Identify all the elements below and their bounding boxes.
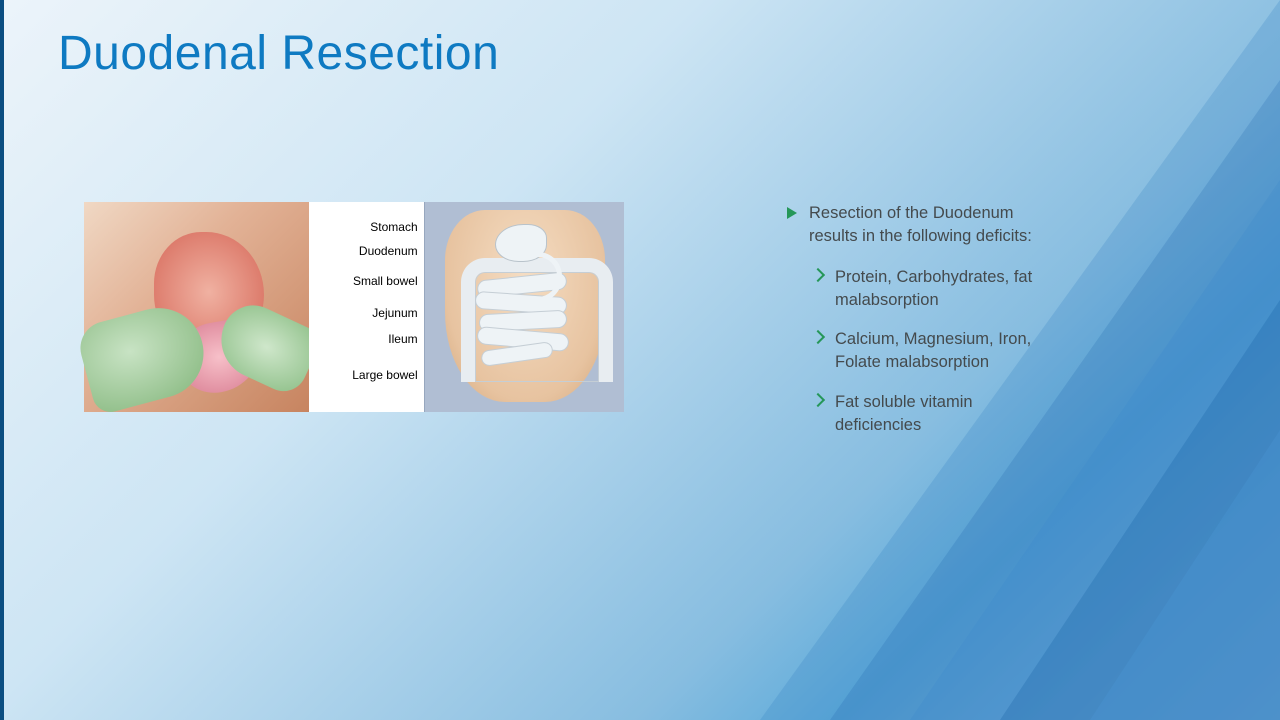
left-accent-bar: [0, 0, 4, 720]
label-small-bowel: Small bowel: [353, 274, 418, 288]
slide: Duodenal Resection Stomach Duodenum Smal…: [0, 0, 1280, 720]
anatomy-diagram: Stomach Duodenum Small bowel Jejunum Ile…: [309, 202, 624, 412]
diagram-label-column: Stomach Duodenum Small bowel Jejunum Ile…: [309, 202, 424, 412]
diagram-anatomy-column: [424, 202, 624, 412]
surgery-illustration: [84, 202, 309, 412]
slide-title: Duodenal Resection: [58, 26, 499, 81]
label-large-bowel: Large bowel: [352, 368, 417, 382]
label-ileum: Ileum: [388, 332, 417, 346]
label-duodenum: Duodenum: [359, 244, 418, 258]
bullet-sub: Fat soluble vitamin deficiencies: [813, 391, 1037, 437]
label-stomach: Stomach: [370, 220, 417, 234]
image-panel: Stomach Duodenum Small bowel Jejunum Ile…: [84, 202, 624, 412]
label-jejunum: Jejunum: [372, 306, 417, 320]
bullet-sub: Protein, Carbohydrates, fat malabsorptio…: [813, 266, 1037, 312]
bullet-main: Resection of the Duodenum results in the…: [787, 202, 1037, 248]
bullet-sub: Calcium, Magnesium, Iron, Folate malabso…: [813, 328, 1037, 374]
content-text-block: Resection of the Duodenum results in the…: [787, 202, 1037, 453]
